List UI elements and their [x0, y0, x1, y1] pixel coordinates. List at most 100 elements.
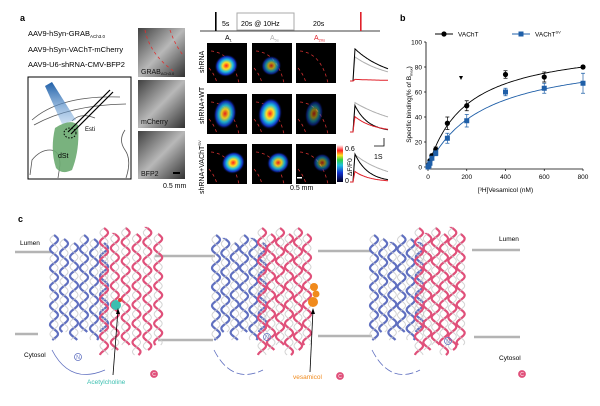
cytosol-label-left: Cytosol — [24, 352, 46, 359]
x-tick-label: 600 — [539, 174, 550, 181]
panel-b: b 0 20 40 60 80 100 0 200 400 600 800 [³H]Vesamicol… — [400, 13, 589, 194]
heatmap-image — [252, 43, 292, 84]
construct-vacht: AAV9-hSyn-VAChT-mCherry — [28, 45, 123, 54]
data-point — [464, 118, 470, 124]
data-point — [503, 89, 508, 95]
y-tick-label: 40 — [415, 115, 423, 122]
trace-line — [350, 78, 388, 82]
helix — [447, 226, 458, 351]
trace-line — [350, 101, 389, 133]
helix — [142, 226, 153, 351]
membrane-lines — [15, 248, 520, 342]
x-tick-label: 200 — [461, 174, 472, 181]
protein-structure — [210, 227, 313, 375]
loop — [51, 349, 106, 375]
colorbar-label: ΔF/F0 — [347, 158, 354, 176]
column-label: A5s — [270, 35, 279, 43]
scale-bar-label: 0.5 mm — [163, 183, 187, 190]
acetylcholine-arrow — [112, 309, 119, 376]
colorbar-min: 0 — [345, 178, 349, 185]
dorsal-striatum-region — [52, 122, 79, 173]
heatmap-image — [207, 43, 247, 84]
protein-structure — [48, 226, 164, 375]
helix — [422, 232, 433, 351]
legend-marker — [441, 31, 447, 37]
trace-line — [350, 115, 389, 133]
svg-text:C: C — [152, 372, 156, 378]
y-tick-label: 100 — [411, 40, 422, 47]
y-tick-label: 80 — [415, 65, 423, 72]
termini-labels: N C N C N C — [74, 333, 526, 380]
svg-text:N: N — [265, 335, 269, 341]
helix — [153, 232, 164, 346]
colorbar: 0.6 0 ΔF/F0 — [337, 145, 355, 185]
panel-c: c Lumen Cytosol Lumen Cytosol Acetylchol… — [15, 214, 526, 386]
trace-scale-label: 1S — [374, 154, 383, 161]
panel-b-label: b — [400, 13, 406, 23]
protein-structures — [48, 226, 466, 375]
helix — [98, 227, 110, 356]
data-point — [433, 150, 439, 156]
series-0 — [425, 64, 586, 170]
y-axis-label: Specific binding(% of Bmax) — [406, 66, 414, 143]
svg-text:C: C — [520, 372, 524, 378]
cytosol-label-right: Cytosol — [499, 355, 521, 362]
lumen-label-left: Lumen — [20, 240, 40, 247]
bfp2-label: BFP2 — [141, 171, 159, 178]
y-tick-label: 60 — [415, 90, 423, 97]
data-point — [444, 120, 450, 126]
image-scale-label: 0.5 mm — [290, 185, 314, 192]
timeline-seg3: 20s — [313, 21, 325, 28]
row-label: shRNA+VAChTSV — [197, 140, 206, 194]
fit-curve — [427, 81, 584, 168]
acetylcholine-molecule — [111, 300, 121, 310]
binding-chart: 0 20 40 60 80 100 0 200 400 600 800 [³H]Vesamicol (… — [406, 30, 589, 195]
helix — [131, 233, 142, 356]
heatmap-image — [296, 43, 336, 84]
panel-a-label: a — [20, 13, 26, 23]
y-tick-label: 20 — [415, 140, 423, 147]
acetylcholine-label: Acetylcholine — [87, 379, 126, 386]
heatmap-image — [207, 94, 247, 135]
cursor-marker — [459, 76, 463, 80]
image-scale-bar — [297, 177, 302, 179]
helix — [396, 234, 407, 333]
n-terminus-label: N — [444, 337, 452, 345]
svg-text:N: N — [446, 339, 450, 345]
construct-grab: AAV9-hSyn-GRABACh3.0 — [28, 29, 105, 39]
helix — [109, 232, 120, 351]
legend-label: VAChT — [458, 32, 478, 39]
fit-curve — [427, 66, 584, 168]
legend-marker — [518, 31, 524, 37]
data-point — [541, 85, 547, 91]
brain-schematic: dSt Esti — [27, 76, 132, 180]
n-terminus-label: N — [263, 333, 271, 341]
helix — [274, 227, 286, 346]
helix — [238, 234, 250, 333]
helix — [283, 233, 295, 356]
lumen-label-right: Lumen — [499, 236, 519, 243]
helix — [256, 227, 268, 356]
helix — [301, 233, 313, 346]
loop — [371, 349, 421, 375]
helix — [292, 227, 304, 351]
heatmap-image — [252, 144, 292, 185]
helix — [78, 234, 90, 333]
protein-structure — [368, 226, 466, 375]
loop — [213, 349, 264, 375]
data-point — [541, 74, 547, 80]
heatmap-image — [207, 144, 247, 185]
helix — [455, 232, 466, 346]
helix — [405, 237, 416, 341]
heatmap-image — [252, 94, 292, 135]
trace-line — [350, 55, 389, 82]
x-tick-label: 0 — [426, 174, 430, 181]
vesamicol-label: vesamicol — [293, 374, 322, 381]
helix — [229, 241, 240, 341]
trace-scale-bar — [374, 138, 385, 147]
helix — [220, 237, 231, 333]
c-terminus-label: C — [150, 370, 158, 378]
x-tick-label: 800 — [578, 174, 589, 181]
electrode-icon — [67, 89, 111, 133]
region-label: dSt — [58, 153, 69, 160]
